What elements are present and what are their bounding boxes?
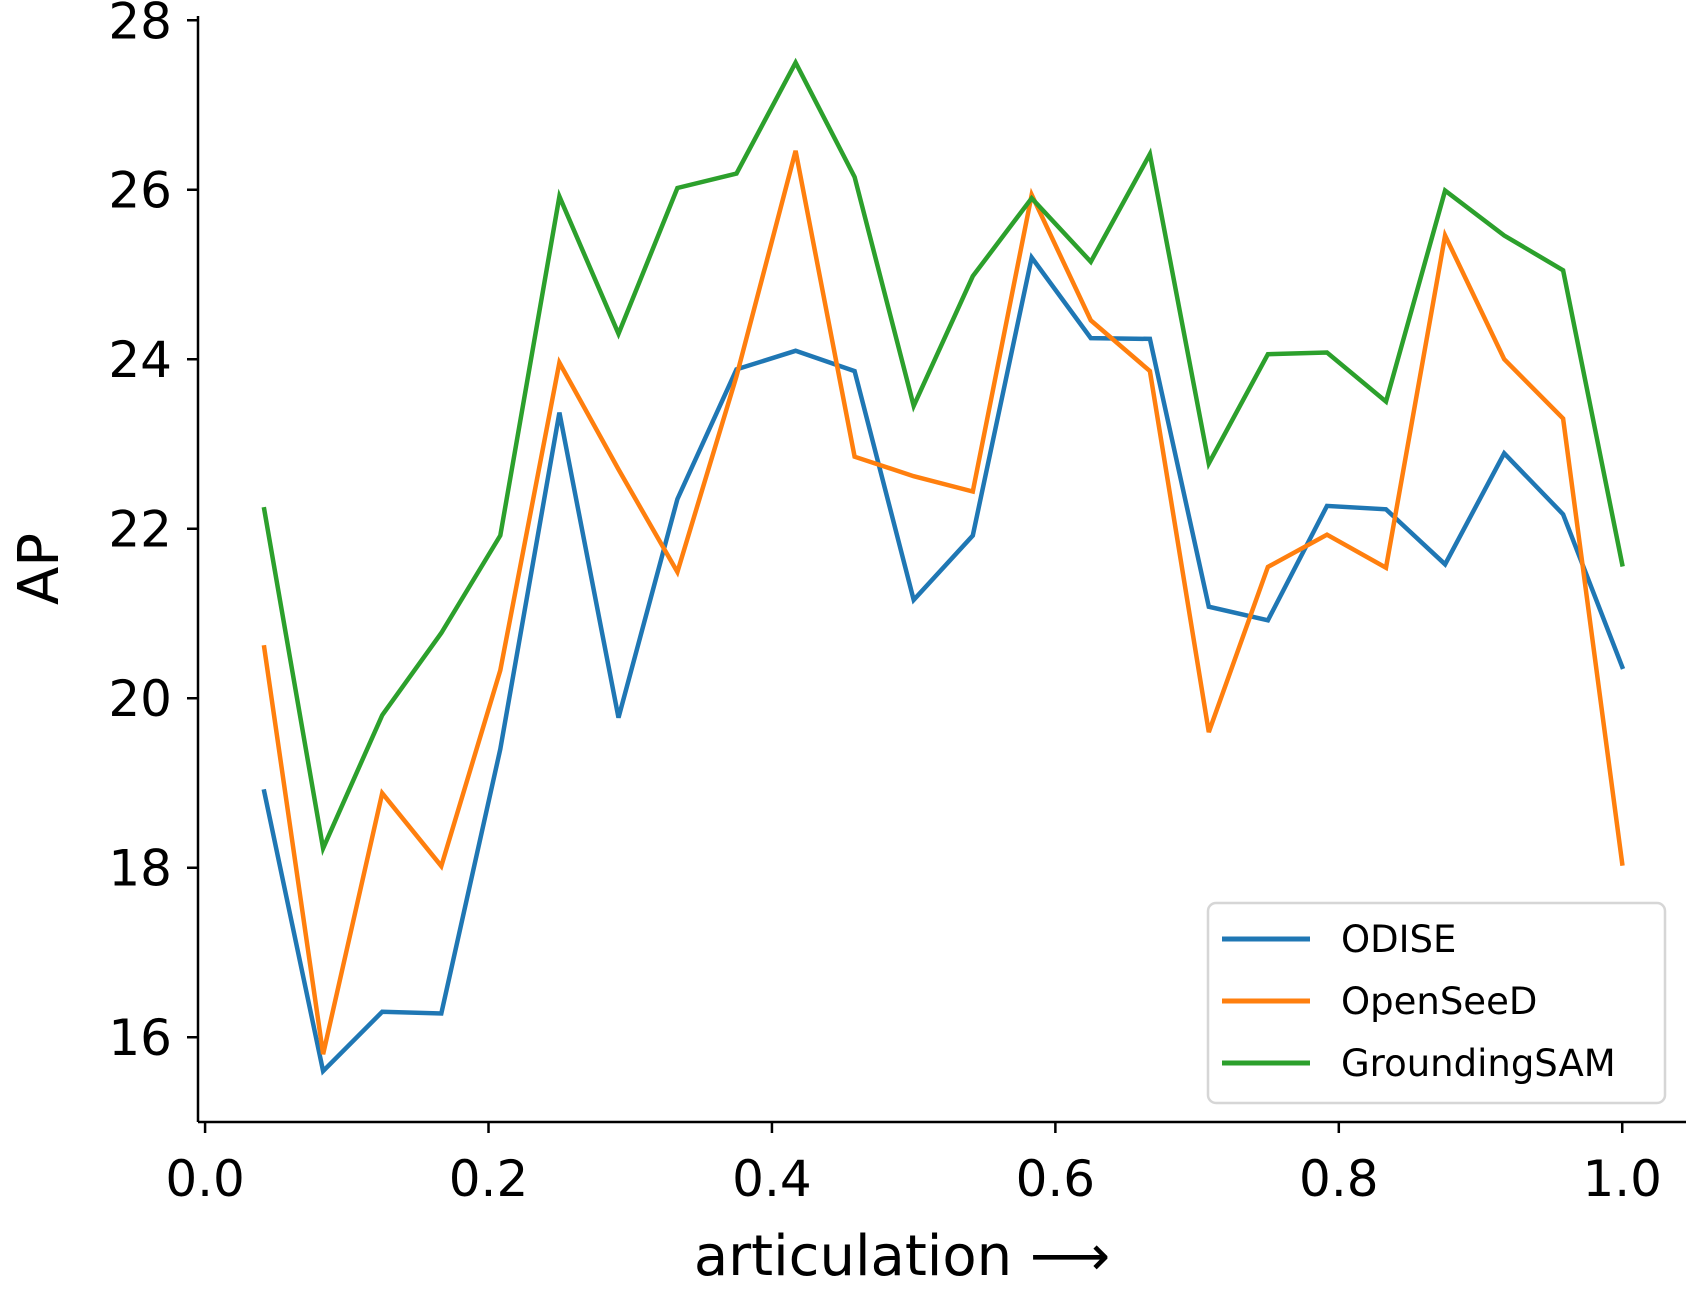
y-tick-label: 16	[108, 1009, 172, 1067]
x-tick-label: 0.2	[449, 1150, 529, 1208]
legend: ODISE OpenSeeD GroundingSAM	[1206, 901, 1667, 1105]
y-tick-label: 28	[108, 0, 172, 50]
x-tick-label: 1.0	[1582, 1150, 1662, 1208]
axes	[196, 16, 1686, 1124]
y-ticks: 16 18 20 22 24 26 28	[108, 0, 198, 1067]
x-tick-label: 0.4	[732, 1150, 812, 1208]
y-tick-label: 24	[108, 331, 172, 389]
series-line-groundingsam	[261, 57, 1625, 856]
x-tick-label: 0.8	[1299, 1150, 1379, 1208]
y-tick-label: 20	[108, 670, 172, 728]
series-layer	[261, 57, 1626, 1076]
legend-label: OpenSeeD	[1341, 980, 1537, 1023]
legend-label: GroundingSAM	[1341, 1042, 1616, 1085]
x-axis-title: articulation ⟶	[694, 1224, 1110, 1289]
y-tick-label: 18	[108, 840, 172, 898]
x-ticks: 0.0 0.2 0.4 0.6 0.8 1.0	[165, 1122, 1662, 1208]
y-tick-label: 26	[108, 162, 172, 220]
series-line-openseed	[261, 150, 1625, 1055]
legend-label: ODISE	[1341, 918, 1456, 961]
y-axis-title: AP	[7, 533, 72, 605]
x-tick-label: 0.0	[165, 1150, 245, 1208]
legend-frame	[1206, 901, 1667, 1105]
x-tick-label: 0.6	[1016, 1150, 1096, 1208]
y-tick-label: 22	[108, 501, 172, 559]
